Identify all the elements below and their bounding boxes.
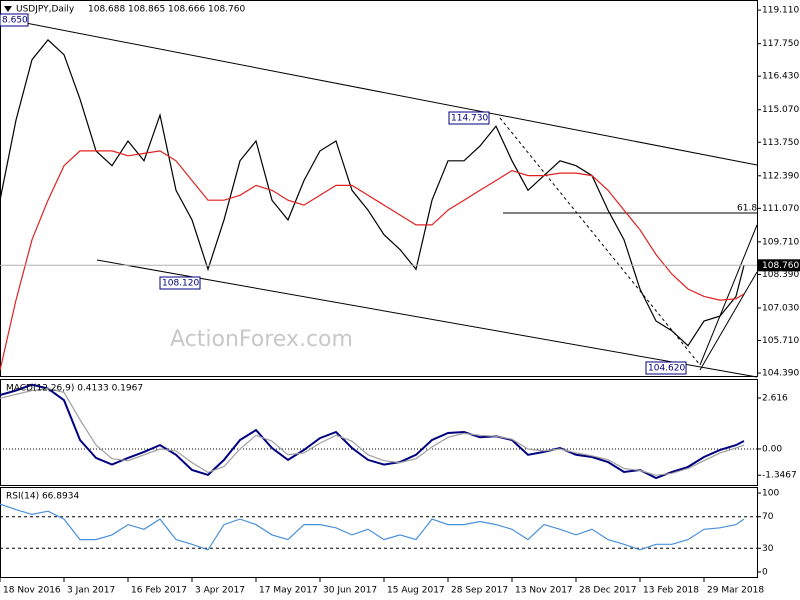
- x-tick-label: 3 Jan 2017: [67, 586, 115, 596]
- chart-title: USDJPY,Daily: [16, 5, 75, 15]
- last-price-label: 108.760: [762, 261, 799, 271]
- rising-channel-lower: [699, 271, 758, 371]
- y-tick-label: 117.750: [762, 39, 799, 49]
- channel-upper: [0, 17, 758, 166]
- x-tick-label: 17 May 2017: [259, 586, 318, 596]
- ohlc-value: 108.865: [128, 5, 165, 15]
- annotation-box: [448, 111, 490, 125]
- annotation: 104.620: [648, 364, 685, 374]
- y-tick-label: 0: [762, 567, 768, 577]
- y-tick-label: 104.390: [762, 369, 799, 379]
- y-tick-label: 100: [762, 489, 779, 499]
- rising-channel-upper: [699, 224, 758, 366]
- panel-title: RSI(14) 66.8934: [6, 492, 79, 502]
- x-tick-label: 28 Dec 2017: [579, 586, 637, 596]
- y-tick-label: 113.750: [762, 138, 799, 148]
- y-tick-label: 112.390: [762, 171, 799, 181]
- y-tick-label: 70: [762, 512, 774, 522]
- series-line: [0, 150, 745, 371]
- y-tick-label: 0.00: [762, 444, 782, 454]
- annotation-box: [159, 276, 201, 290]
- ohlc-value: 108.760: [208, 5, 245, 15]
- series-line: [0, 39, 745, 347]
- y-tick-label: 105.710: [762, 336, 799, 346]
- x-tick-label: 3 Apr 2017: [195, 586, 245, 596]
- price-panel: [0, 0, 758, 377]
- y-tick-label: 2.616: [762, 393, 788, 403]
- y-tick-label: 109.710: [762, 237, 799, 247]
- y-tick-label: 30: [762, 544, 774, 554]
- rsi-panel: [0, 487, 758, 578]
- last-price-box: [758, 259, 800, 272]
- series-line: [0, 503, 745, 551]
- y-tick-label: 108.390: [762, 270, 799, 280]
- y-tick-label: 115.070: [762, 105, 799, 115]
- annotation: 108.120: [162, 279, 199, 289]
- y-tick-label: 116.430: [762, 72, 799, 82]
- x-tick-label: 29 Mar 2018: [707, 586, 764, 596]
- annotation: 8.650: [2, 16, 28, 26]
- annotation: 61.8: [737, 204, 757, 214]
- annotation-box: [0, 13, 29, 27]
- panel-title: MACD(12,26,9) 0.4133 0.1967: [6, 384, 143, 394]
- macd-panel: [0, 379, 758, 486]
- ohlc-value: 108.666: [168, 5, 205, 15]
- x-tick-label: 18 Nov 2016: [3, 586, 61, 596]
- x-tick-label: 16 Feb 2017: [131, 586, 187, 596]
- x-tick-label: 30 Jun 2017: [323, 586, 377, 596]
- ohlc-value: 108.688: [88, 5, 125, 15]
- channel-lower: [96, 259, 758, 378]
- series-line: [0, 387, 745, 476]
- y-tick-label: 107.030: [762, 303, 799, 313]
- menu-arrow: [4, 6, 12, 12]
- fib-diagonal: [499, 117, 701, 366]
- x-tick-label: 13 Feb 2018: [643, 586, 699, 596]
- y-tick-label: 111.070: [762, 204, 799, 214]
- y-tick-label: -1.3467: [762, 471, 797, 481]
- series-line: [0, 383, 745, 480]
- y-tick-label: 119.110: [762, 6, 799, 16]
- x-tick-label: 13 Nov 2017: [515, 586, 573, 596]
- x-tick-label: 15 Aug 2017: [387, 586, 445, 596]
- annotation-box: [645, 361, 687, 375]
- x-tick-label: 28 Sep 2017: [451, 586, 508, 596]
- watermark: ActionForex.com: [170, 327, 353, 352]
- annotation: 114.730: [451, 114, 488, 124]
